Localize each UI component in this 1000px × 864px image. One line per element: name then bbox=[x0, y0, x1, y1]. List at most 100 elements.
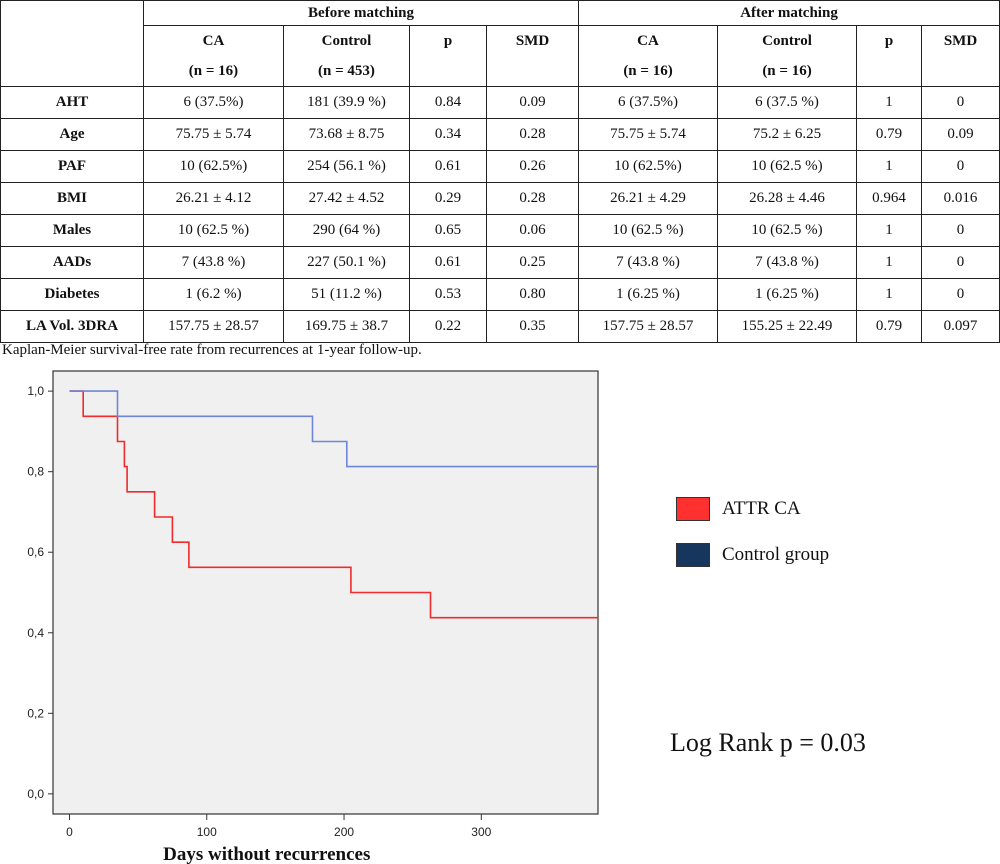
table-cell: 0 bbox=[921, 278, 1000, 311]
row-label: Diabetes bbox=[0, 278, 144, 311]
table-cell: 75.75 ± 5.74 bbox=[143, 118, 284, 151]
table-cell: 0.25 bbox=[485, 246, 580, 279]
table-cell: 1 bbox=[856, 214, 923, 247]
row-label: BMI bbox=[0, 182, 144, 215]
table-cell: 1 (6.25 %) bbox=[717, 278, 858, 311]
baseline-characteristics-table: Before matching After matching CA (n = 16… bbox=[0, 0, 1000, 343]
table-cell: 0.964 bbox=[856, 182, 923, 215]
x-tick-label: 100 bbox=[197, 825, 217, 839]
y-tick-label: 0,8 bbox=[27, 465, 44, 479]
table-row: Age 75.75 ± 5.74 73.68 ± 8.75 0.34 0.28 75.75… bbox=[0, 118, 1000, 151]
table-cell: 0.29 bbox=[409, 182, 487, 215]
table-cell: 0.28 bbox=[485, 118, 580, 151]
table-row: PAF 10 (62.5%) 254 (56.1 %) 0.61 0.26 10 (62.… bbox=[0, 150, 1000, 183]
table-cell: 0.79 bbox=[856, 118, 923, 151]
column-header: p bbox=[856, 25, 923, 87]
legend-swatch-attr-ca bbox=[676, 497, 710, 521]
table-cell: 0.06 bbox=[485, 214, 580, 247]
table-cell: 10 (62.5 %) bbox=[578, 214, 719, 247]
y-tick-label: 0,4 bbox=[27, 626, 44, 640]
table-cell: 155.25 ± 22.49 bbox=[717, 310, 858, 343]
table-row: AADs 7 (43.8 %) 227 (50.1 %) 0.61 0.25 7 (43.… bbox=[0, 246, 1000, 279]
table-cell: 169.75 ± 38.7 bbox=[283, 310, 410, 343]
column-header: SMD bbox=[485, 25, 580, 87]
table-cell: 0.53 bbox=[409, 278, 487, 311]
column-header-name: SMD bbox=[515, 33, 550, 49]
table-cell: 181 (39.9 %) bbox=[283, 86, 410, 119]
table-cell: 0 bbox=[921, 86, 1000, 119]
x-axis-label: Days without recurrences bbox=[163, 844, 370, 864]
table-cell: 0.097 bbox=[921, 310, 1000, 343]
column-header-name: p bbox=[884, 33, 894, 49]
table-cell: 7 (43.8 %) bbox=[717, 246, 858, 279]
column-header-n: (n = 453) bbox=[318, 63, 375, 79]
table-cell: 6 (37.5%) bbox=[578, 86, 719, 119]
table-cell: 157.75 ± 28.57 bbox=[143, 310, 284, 343]
table-body: AHT 6 (37.5%) 181 (39.9 %) 0.84 0.09 6 (37.5%… bbox=[0, 86, 1000, 343]
table-row: LA Vol. 3DRA 157.75 ± 28.57 169.75 ± 38.7 0… bbox=[0, 310, 1000, 343]
legend-swatch-control-group bbox=[676, 543, 710, 567]
table-cell: 0 bbox=[921, 150, 1000, 183]
row-label: Age bbox=[0, 118, 144, 151]
table-cell: 0 bbox=[921, 214, 1000, 247]
table-cell: 0.28 bbox=[485, 182, 580, 215]
row-label: LA Vol. 3DRA bbox=[0, 310, 144, 343]
survival-curve-attr-ca bbox=[69, 390, 598, 619]
column-header: CA (n = 16) bbox=[143, 25, 284, 87]
table-cell: 0.26 bbox=[485, 150, 580, 183]
table-cell: 26.21 ± 4.12 bbox=[143, 182, 284, 215]
table-cell: 290 (64 %) bbox=[283, 214, 410, 247]
legend-item-control-group: Control group bbox=[676, 543, 829, 567]
table-cell: 73.68 ± 8.75 bbox=[283, 118, 410, 151]
table-cell: 26.28 ± 4.46 bbox=[717, 182, 858, 215]
column-header-name: p bbox=[443, 33, 453, 49]
column-header: SMD bbox=[921, 25, 1000, 87]
column-header-n: (n = 16) bbox=[762, 63, 812, 79]
table-row: BMI 26.21 ± 4.12 27.42 ± 4.52 0.29 0.28 26.21… bbox=[0, 182, 1000, 215]
table-cell: 0.09 bbox=[485, 86, 580, 119]
table-cell: 27.42 ± 4.52 bbox=[283, 182, 410, 215]
table-cell: 7 (43.8 %) bbox=[578, 246, 719, 279]
column-header-name: Control bbox=[762, 33, 812, 49]
table-cell: 10 (62.5 %) bbox=[717, 214, 858, 247]
table-cell: 0.61 bbox=[409, 150, 487, 183]
table-row: Males 10 (62.5 %) 290 (64 %) 0.65 0.06 10 (62… bbox=[0, 214, 1000, 247]
x-tick-label: 200 bbox=[334, 825, 354, 839]
table-cell: 51 (11.2 %) bbox=[283, 278, 410, 311]
legend-item-attr-ca: ATTR CA bbox=[676, 497, 801, 521]
table-cell: 0.35 bbox=[485, 310, 580, 343]
column-header-name: Control bbox=[321, 33, 372, 49]
column-header-row: CA (n = 16) Control (n = 453) p SMD CA (n = 16)… bbox=[1, 25, 1000, 87]
table-cell: 1 bbox=[856, 246, 923, 279]
column-header: CA (n = 16) bbox=[578, 25, 719, 87]
table-cell: 10 (62.5%) bbox=[143, 150, 284, 183]
row-label: PAF bbox=[0, 150, 144, 183]
table-cell: 0.61 bbox=[409, 246, 487, 279]
corner-cell bbox=[0, 0, 144, 87]
table-cell: 0.016 bbox=[921, 182, 1000, 215]
table-cell: 6 (37.5%) bbox=[143, 86, 284, 119]
row-label: Males bbox=[0, 214, 144, 247]
table-cell: 1 bbox=[856, 86, 923, 119]
table-cell: 0.22 bbox=[409, 310, 487, 343]
table-cell: 254 (56.1 %) bbox=[283, 150, 410, 183]
table-cell: 75.75 ± 5.74 bbox=[578, 118, 719, 151]
row-label: AADs bbox=[0, 246, 144, 279]
table-cell: 227 (50.1 %) bbox=[283, 246, 410, 279]
y-tick-label: 1,0 bbox=[27, 384, 44, 398]
legend-label-control-group: Control group bbox=[722, 544, 830, 565]
table-cell: 0.09 bbox=[921, 118, 1000, 151]
row-label: AHT bbox=[0, 86, 144, 119]
column-header: Control (n = 16) bbox=[717, 25, 858, 87]
y-tick-label: 0,6 bbox=[27, 545, 44, 559]
table-cell: 26.21 ± 4.29 bbox=[578, 182, 719, 215]
x-tick-label: 0 bbox=[66, 825, 73, 839]
table-cell: 0.84 bbox=[409, 86, 487, 119]
column-header: Control (n = 453) bbox=[283, 25, 410, 87]
table-cell: 1 (6.2 %) bbox=[143, 278, 284, 311]
log-rank-annotation: Log Rank p = 0.03 bbox=[670, 728, 866, 757]
table-cell: 10 (62.5%) bbox=[578, 150, 719, 183]
plot-area bbox=[52, 370, 599, 815]
table-cell: 10 (62.5 %) bbox=[717, 150, 858, 183]
column-header-name: CA bbox=[637, 33, 659, 49]
